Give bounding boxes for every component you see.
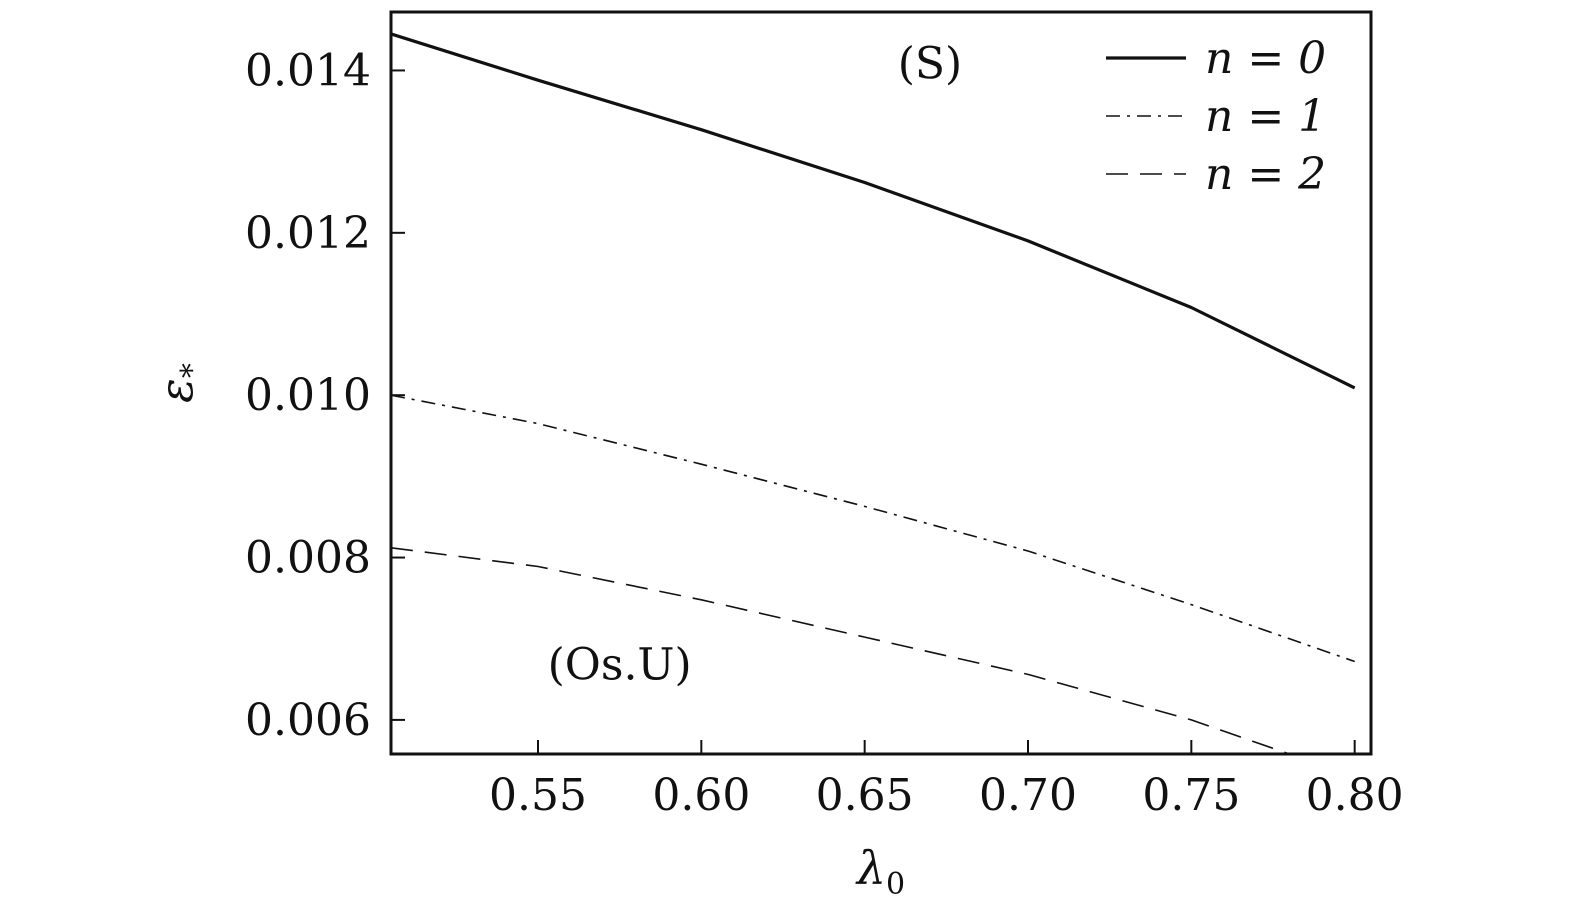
y-tick-label: 0.008 [245,533,371,584]
x-tick-label: 0.70 [979,770,1077,821]
y-axis-label: ε* [149,363,210,403]
ticks-layer: 0.55 0.60 0.65 0.70 0.75 0.80 0.006 0.008 0.010 0… [245,45,1404,821]
series-line-n1 [391,394,1355,663]
legend-label-n0: n = 0 [1205,33,1326,84]
y-tick-label: 0.010 [245,370,371,421]
x-axis-label: λ0 [855,841,905,902]
legend-label-n1: n = 1 [1205,91,1326,142]
legend: n = 0 n = 1 n = 2 [1106,33,1326,200]
series-layer [391,32,1356,754]
x-tick-label: 0.65 [816,770,914,821]
x-tick-label: 0.60 [652,770,750,821]
annotation-layer: (S) (Os.U) [548,39,963,691]
region-label-0: (S) [898,39,962,90]
axis-labels: λ0 ε* [149,363,905,902]
x-tick-label: 0.55 [489,770,587,821]
legend-label-n2: n = 2 [1205,149,1326,200]
region-label-1: (Os.U) [548,639,692,690]
y-axis-label-main: ε [149,378,203,403]
series-line-n0 [391,32,1356,390]
x-axis-label-sub: 0 [886,867,905,902]
y-axis-label-sub: * [175,363,210,378]
x-axis-label-main: λ [855,841,886,895]
plot-frame [389,10,1373,756]
x-tick-label: 0.75 [1142,770,1240,821]
series-line-n2 [391,547,1290,754]
y-tick-label: 0.014 [245,45,371,96]
x-tick-label: 0.80 [1306,770,1404,821]
y-tick-label: 0.012 [245,208,371,259]
y-tick-label: 0.006 [245,695,371,746]
